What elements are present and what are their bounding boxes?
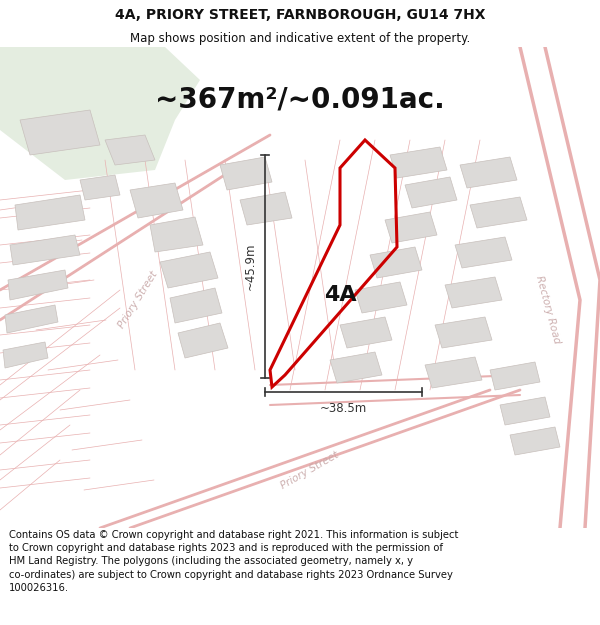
Polygon shape bbox=[340, 317, 392, 348]
Polygon shape bbox=[355, 282, 407, 313]
Text: ~367m²/~0.091ac.: ~367m²/~0.091ac. bbox=[155, 86, 445, 114]
Polygon shape bbox=[490, 362, 540, 390]
Polygon shape bbox=[220, 157, 272, 190]
Text: Map shows position and indicative extent of the property.: Map shows position and indicative extent… bbox=[130, 32, 470, 45]
Text: ~38.5m: ~38.5m bbox=[320, 402, 367, 415]
Text: Rectory Road: Rectory Road bbox=[534, 275, 562, 345]
Polygon shape bbox=[405, 177, 457, 208]
Polygon shape bbox=[170, 288, 222, 323]
Polygon shape bbox=[240, 192, 292, 225]
Polygon shape bbox=[8, 270, 68, 300]
Text: ~45.9m: ~45.9m bbox=[244, 242, 257, 290]
Polygon shape bbox=[330, 352, 382, 383]
Polygon shape bbox=[150, 217, 203, 252]
Text: Contains OS data © Crown copyright and database right 2021. This information is : Contains OS data © Crown copyright and d… bbox=[9, 530, 458, 592]
Polygon shape bbox=[390, 147, 447, 178]
Polygon shape bbox=[3, 342, 48, 368]
Polygon shape bbox=[80, 175, 120, 200]
Polygon shape bbox=[15, 195, 85, 230]
Polygon shape bbox=[130, 183, 183, 218]
Polygon shape bbox=[370, 247, 422, 278]
Polygon shape bbox=[470, 197, 527, 228]
Polygon shape bbox=[455, 237, 512, 268]
Text: Priory Street: Priory Street bbox=[279, 449, 341, 491]
Polygon shape bbox=[445, 277, 502, 308]
Polygon shape bbox=[178, 323, 228, 358]
Polygon shape bbox=[510, 427, 560, 455]
Polygon shape bbox=[105, 135, 155, 165]
Polygon shape bbox=[385, 212, 437, 243]
Text: Priory Street: Priory Street bbox=[116, 269, 160, 331]
Polygon shape bbox=[160, 252, 218, 288]
Polygon shape bbox=[10, 235, 80, 265]
Polygon shape bbox=[0, 47, 200, 180]
Text: 4A: 4A bbox=[323, 285, 356, 305]
Polygon shape bbox=[20, 110, 100, 155]
Polygon shape bbox=[435, 317, 492, 348]
Polygon shape bbox=[460, 157, 517, 188]
Polygon shape bbox=[5, 305, 58, 333]
Text: 4A, PRIORY STREET, FARNBOROUGH, GU14 7HX: 4A, PRIORY STREET, FARNBOROUGH, GU14 7HX bbox=[115, 9, 485, 22]
Polygon shape bbox=[500, 397, 550, 425]
Polygon shape bbox=[425, 357, 482, 388]
